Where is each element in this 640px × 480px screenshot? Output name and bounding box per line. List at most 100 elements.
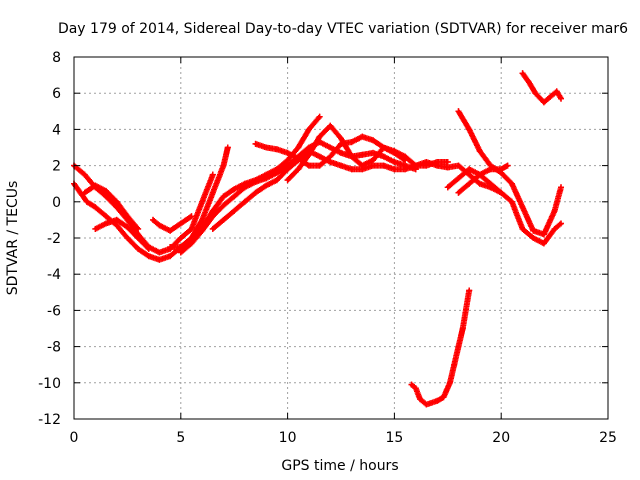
data-point — [220, 193, 227, 200]
data-point — [370, 157, 377, 164]
data-point — [519, 225, 526, 232]
y-tick-label: 4 — [52, 122, 61, 138]
y-tick-label: -6 — [47, 303, 61, 319]
data-point — [508, 180, 515, 187]
data-point — [408, 381, 415, 388]
data-point — [530, 235, 537, 241]
series-arc-3 — [81, 182, 142, 232]
data-point — [455, 343, 462, 350]
data-point — [124, 224, 131, 231]
data-point — [156, 256, 163, 263]
tick-labels: 0 5 10 15 20 25 -12 -10 -8 -6 -4 -2 0 2 4 6 8 — [38, 50, 617, 446]
series-arc-9 — [252, 133, 451, 169]
data-point — [327, 153, 334, 160]
data-point — [466, 166, 473, 173]
data-point — [177, 244, 184, 251]
data-point — [199, 198, 206, 205]
data-point — [380, 153, 387, 160]
data-point — [124, 213, 131, 220]
data-point — [150, 216, 157, 223]
data-point — [113, 222, 120, 229]
data-point — [167, 227, 174, 234]
data-point — [113, 216, 120, 223]
data-point — [532, 90, 539, 97]
data-point — [444, 164, 451, 171]
data-point — [459, 325, 466, 332]
data-point — [167, 244, 174, 251]
data-point — [327, 144, 334, 151]
data-point — [177, 249, 184, 256]
series-arc-15 — [408, 287, 473, 408]
data-point — [370, 149, 377, 156]
data-point — [327, 122, 334, 129]
data-point — [440, 394, 447, 401]
data-point — [476, 180, 483, 187]
data-point — [252, 178, 259, 185]
y-tick-label: -4 — [47, 267, 61, 283]
data-point — [540, 240, 547, 247]
data-point — [241, 184, 248, 191]
data-point — [220, 216, 227, 223]
data-point — [391, 158, 398, 165]
y-tick-label: -12 — [38, 412, 61, 428]
data-marks — [71, 70, 565, 408]
data-point — [305, 151, 312, 158]
data-point — [135, 225, 142, 232]
data-point — [466, 287, 473, 294]
data-point — [558, 95, 565, 102]
data-point — [466, 126, 473, 133]
data-point — [412, 162, 419, 169]
data-point — [455, 162, 462, 169]
data-point — [231, 186, 238, 193]
data-point — [81, 189, 88, 196]
data-point — [92, 225, 99, 232]
data-point — [476, 171, 483, 178]
data-point — [316, 133, 323, 140]
data-point — [263, 182, 270, 189]
data-point — [391, 166, 398, 173]
data-point — [558, 220, 565, 227]
axes — [73, 56, 609, 420]
data-point — [92, 182, 99, 189]
data-point — [295, 155, 302, 162]
data-point — [391, 149, 398, 156]
data-point — [284, 177, 291, 184]
data-point — [547, 93, 554, 100]
grid — [74, 57, 608, 419]
series-arc-13 — [455, 162, 511, 196]
series-arc-5 — [150, 213, 195, 234]
data-point — [124, 235, 131, 241]
data-point — [551, 207, 558, 214]
data-point — [348, 166, 355, 173]
x-tick-label: 0 — [70, 430, 79, 446]
series-arc-4 — [92, 216, 152, 252]
data-point — [224, 144, 231, 151]
data-point — [113, 198, 120, 205]
data-point — [466, 171, 473, 178]
data-point — [525, 79, 532, 86]
data-point — [135, 245, 142, 252]
data-point — [284, 166, 291, 173]
y-tick-label: -10 — [38, 376, 61, 392]
data-point — [156, 249, 163, 256]
series-arc-14 — [519, 70, 565, 106]
data-point — [540, 99, 547, 106]
data-point — [188, 240, 195, 247]
data-point — [519, 204, 526, 211]
data-point — [444, 184, 451, 191]
data-point — [519, 70, 526, 77]
data-point — [455, 175, 462, 182]
data-point — [103, 193, 110, 200]
data-point — [177, 220, 184, 227]
data-point — [476, 148, 483, 155]
chart-title: Day 179 of 2014, Sidereal Day-to-day VTE… — [58, 21, 628, 37]
data-point — [370, 137, 377, 144]
data-point — [508, 198, 515, 205]
data-point — [540, 231, 547, 238]
data-point — [241, 198, 248, 205]
data-point — [455, 108, 462, 115]
y-tick-label: 8 — [52, 50, 61, 66]
x-tick-label: 20 — [492, 430, 510, 446]
data-point — [135, 235, 142, 241]
data-point — [167, 253, 174, 260]
